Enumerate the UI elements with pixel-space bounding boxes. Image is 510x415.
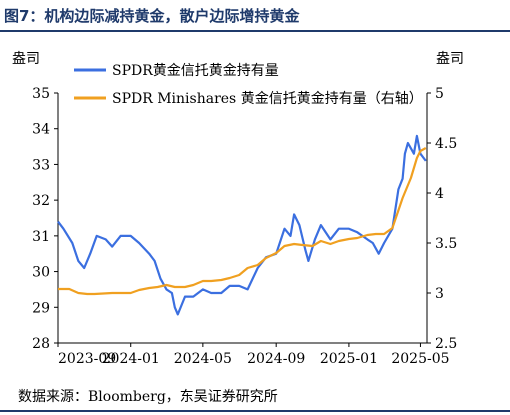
right-axis-unit: 盎司	[436, 51, 464, 67]
x-tick-label: 2024-09	[247, 351, 305, 367]
legend-label-spdr: SPDR黄金信托黄金持有量	[112, 62, 279, 79]
legend-label-minishares: SPDR Minishares 黄金信托黄金持有量（右轴）	[112, 90, 423, 107]
line-chart: 28293031323334352.533.544.552023-092024-…	[12, 51, 464, 367]
y-left-tick-label: 29	[32, 300, 50, 316]
y-left-tick-label: 34	[32, 122, 50, 138]
title-divider	[0, 30, 510, 32]
x-tick-label: 2025-01	[320, 351, 378, 367]
x-tick-label: 2024-01	[102, 351, 160, 367]
data-source: 数据来源：Bloomberg，东吴证券研究所	[18, 389, 278, 405]
series-line-spdr	[57, 134, 427, 316]
y-left-tick-label: 28	[32, 336, 50, 352]
y-right-tick-label: 4	[435, 186, 444, 202]
series-lines	[57, 134, 427, 316]
tick-labels: 28293031323334352.533.544.552023-092024-…	[32, 86, 457, 367]
chart-title: 图7：机构边际减持黄金，散户边际增持黄金	[4, 7, 300, 25]
y-right-tick-label: 3	[435, 286, 444, 302]
y-left-tick-label: 31	[32, 229, 50, 245]
y-left-tick-label: 33	[32, 157, 50, 173]
y-right-tick-label: 3.5	[435, 236, 457, 252]
x-tick-label: 2023-09	[58, 351, 116, 367]
series-line-minishares	[58, 147, 427, 296]
y-left-tick-label: 30	[32, 265, 50, 281]
footer-divider	[0, 410, 510, 412]
left-axis-unit: 盎司	[12, 51, 40, 67]
x-tick-label: 2025-05	[391, 351, 449, 367]
y-right-tick-label: 5	[435, 86, 444, 102]
legend: SPDR黄金信托黄金持有量 SPDR Minishares 黄金信托黄金持有量（…	[74, 62, 423, 107]
y-right-tick-label: 2.5	[435, 336, 457, 352]
axes	[57, 93, 428, 344]
y-right-tick-label: 4.5	[435, 136, 457, 152]
x-tick-label: 2024-05	[174, 351, 232, 367]
y-left-tick-label: 35	[32, 86, 50, 102]
y-left-tick-label: 32	[32, 193, 50, 209]
